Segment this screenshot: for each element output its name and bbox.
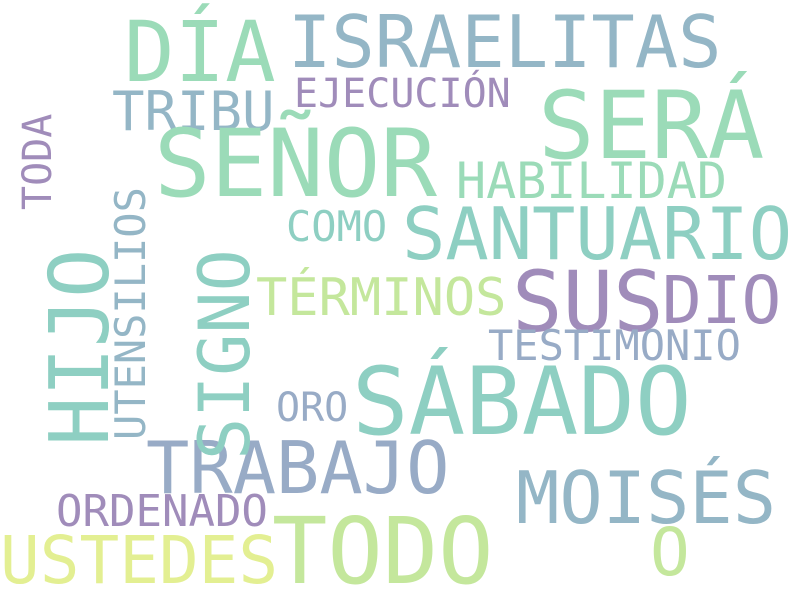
word-dia: DÍA [124, 3, 276, 101]
word-trabajo: TRABAJO [146, 426, 450, 510]
word-dio: DIO [662, 262, 782, 339]
word-oro: ORO [276, 385, 349, 431]
word-ordenado: ORDENADO [56, 486, 268, 537]
word-moises: MOISÉS [516, 456, 777, 540]
word-santuario: SANTUARIO [402, 192, 793, 276]
word-sera: SERÁ [538, 72, 765, 181]
word-ustedes: USTEDES [0, 522, 279, 599]
word-sus: SUS [512, 253, 664, 351]
word-toda: TODA [15, 113, 61, 210]
word-israelitas: ISRAELITAS [288, 0, 722, 84]
word-habilidad: HABILIDAD [456, 152, 727, 210]
word-testimonio: TESTIMONIO [488, 321, 741, 370]
word-senor: SEÑOR [154, 110, 437, 219]
word-ejecucion: EJECUCIÓN [294, 71, 511, 117]
word-tribu: TRIBU [112, 80, 275, 143]
word-sabado: SÁBADO [352, 348, 692, 457]
word-como: COMO [286, 202, 388, 251]
word-terminos: TÉRMINOS [256, 268, 507, 328]
word-o: O [650, 514, 690, 591]
word-signo: SIGNO [184, 249, 266, 460]
word-todo: TODO [272, 498, 494, 600]
word-utensilios: UTENSILIOS [106, 187, 155, 440]
